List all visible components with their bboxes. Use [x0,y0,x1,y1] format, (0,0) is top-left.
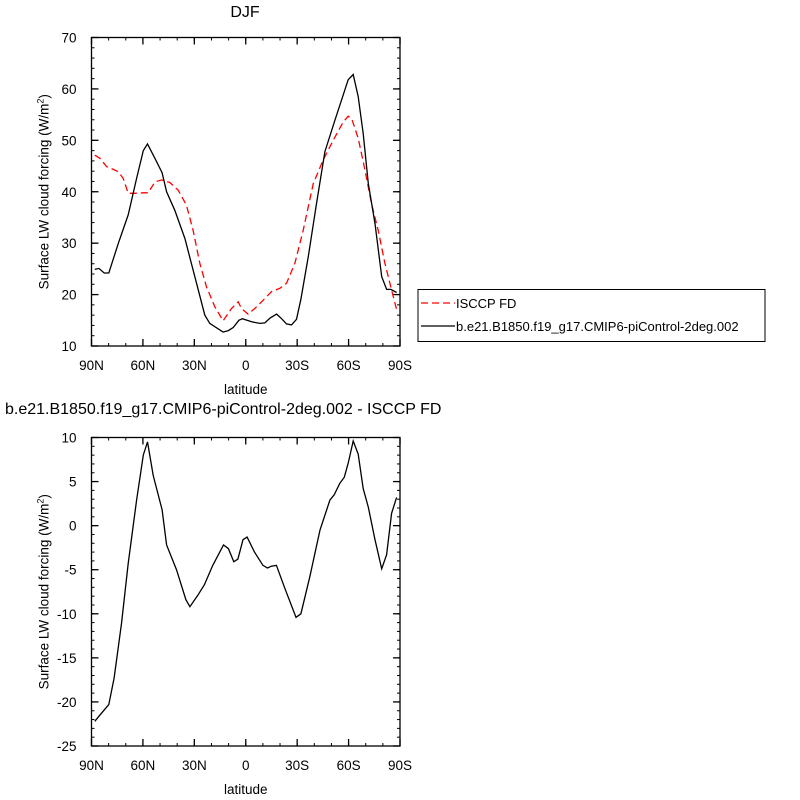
x-tick-label: 90S [388,758,412,773]
plot-2: b.e21.B1850.f19_g17.CMIP6-piControl-2deg… [5,401,441,797]
x-tick-label: 30N [182,358,207,373]
y-tick-label: 30 [61,236,76,251]
y-tick-label: 60 [61,82,76,97]
x-tick-label: 0 [242,758,250,773]
x-tick-label: 60N [131,758,156,773]
y-tick-label: 70 [61,31,76,46]
plot-1: DJF 90N 60N 30N 0 30S 60S 90S 10 20 30 40 50 60 70 lati… [36,4,766,397]
x-tick-label: 60S [337,358,361,373]
x-tick-label: 90N [79,358,104,373]
x-tick-label: 90N [79,758,104,773]
y-tick-label: 20 [61,288,76,303]
x-tick-label: 60N [131,358,156,373]
x-tick-label: 30N [182,758,207,773]
y-tick-label: -25 [57,739,77,754]
chart-title: b.e21.B1850.f19_g17.CMIP6-piControl-2deg… [5,401,441,418]
x-axis-label: latitude [224,382,268,397]
y-tick-label: -20 [57,695,77,710]
y-tick-label: -10 [57,607,77,622]
plot-frame [90,436,401,747]
legend-box [417,289,766,342]
series-line-isccp-fd [94,115,398,323]
y-tick-label: -15 [57,651,77,666]
legend-label: ISCCP FD [456,296,516,311]
y-tick-label: 50 [61,133,76,148]
y-tick-label: 5 [69,475,77,490]
y-axis-label: Surface LW cloud forcing (W/m2) [36,94,52,289]
x-tick-label: 30S [285,358,309,373]
x-axis-label: latitude [224,782,268,797]
y-tick-label: 0 [69,519,77,534]
series-line-model [94,73,397,333]
y-tick-label: 40 [61,185,76,200]
chart-title: DJF [230,4,260,21]
legend-label: b.e21.B1850.f19_g17.CMIP6-piControl-2deg… [456,319,739,334]
x-tick-label: 30S [285,758,309,773]
plot-frame [90,36,401,347]
x-tick-label: 0 [242,358,250,373]
y-tick-label: 10 [61,339,76,354]
x-tick-label: 90S [388,358,412,373]
y-tick-label: -5 [64,563,76,578]
y-tick-label: 10 [61,431,76,446]
series-line-model [94,438,398,722]
x-tick-label: 60S [337,758,361,773]
legend: ISCCP FD b.e21.B1850.f19_g17.CMIP6-piCont… [417,289,766,342]
y-axis-label: Surface LW cloud forcing (W/m2) [36,494,52,689]
